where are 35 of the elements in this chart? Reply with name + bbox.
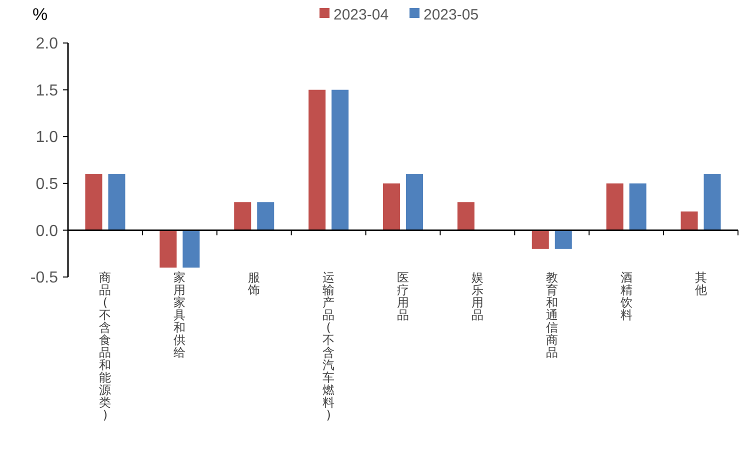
bar — [85, 174, 102, 230]
bar — [234, 202, 252, 230]
y-tick-label: 1.5 — [36, 82, 58, 100]
y-axis-title: % — [32, 5, 48, 24]
bar — [406, 174, 423, 230]
bar — [629, 183, 646, 230]
x-tick-label: 酒精饮料 — [619, 270, 632, 322]
legend-label: 2023-04 — [334, 6, 389, 24]
bar — [554, 230, 572, 249]
bar — [680, 211, 698, 230]
bar — [457, 202, 474, 230]
x-tick-label: 医疗用品 — [397, 270, 409, 322]
x-tick-label: 娱乐用品 — [471, 270, 484, 322]
y-tick-label: 1.0 — [36, 129, 58, 146]
bar — [160, 230, 177, 268]
y-tick-label: -0.5 — [30, 270, 58, 287]
bar — [308, 90, 326, 230]
category-label: 运输产品(不含汽车燃料) — [322, 270, 335, 422]
y-tick-label: 2.0 — [36, 36, 58, 53]
y-tick-label: 0.5 — [36, 176, 58, 193]
category-label: 商品(不含食品和能源类) — [99, 270, 112, 422]
bar — [383, 183, 400, 230]
bar — [257, 202, 274, 230]
bar — [108, 174, 126, 230]
bar — [704, 174, 721, 230]
x-tick-label: 其他 — [694, 270, 707, 298]
y-tick-label: 0.0 — [36, 222, 58, 240]
bar — [182, 230, 200, 268]
bar — [332, 90, 349, 230]
bar — [532, 230, 549, 249]
bar — [606, 183, 624, 230]
x-tick-label: 教育和通信商品 — [546, 270, 558, 360]
legend-label: 2023-05 — [424, 6, 479, 24]
x-tick-label: 家用家具和供给 — [174, 270, 186, 360]
x-tick-label: 服饰 — [247, 270, 260, 298]
